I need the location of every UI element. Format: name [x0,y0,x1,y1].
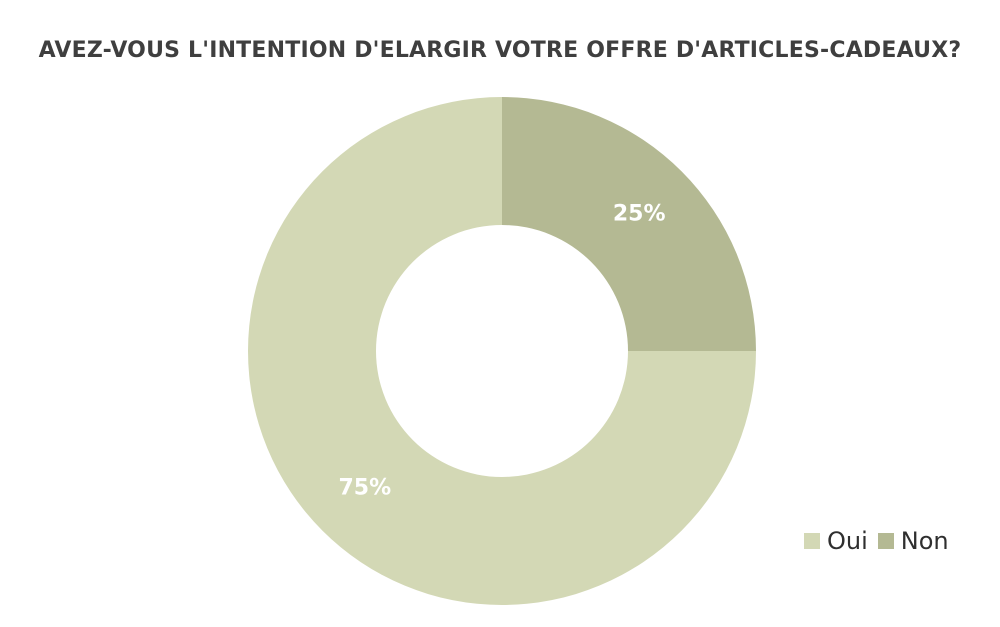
donut-slice-oui [248,97,756,605]
legend-swatch-non [877,533,894,549]
donut-slice-non [502,97,756,351]
legend-label-non: Non [900,527,949,555]
legend: Oui Non [804,527,959,555]
legend-item-oui: Oui [804,527,868,555]
chart-title: AVEZ-VOUS L'INTENTION D'ELARGIR VOTRE OF… [38,38,962,63]
data-label-non: 25% [613,201,666,226]
legend-label-oui: Oui [827,527,868,555]
data-label-oui: 75% [338,476,391,501]
legend-swatch-oui [804,533,820,549]
legend-item-non: Non [877,527,949,555]
